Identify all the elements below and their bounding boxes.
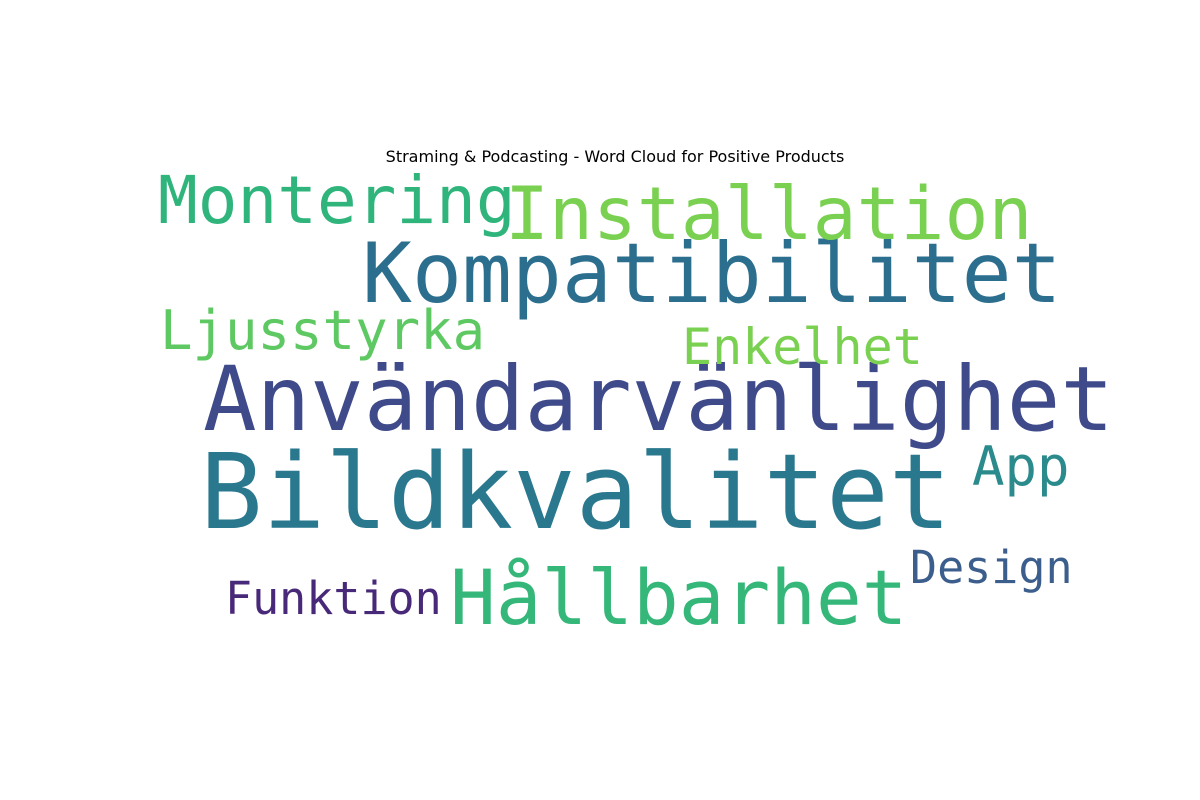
word-design: Design: [910, 541, 1073, 594]
word-anvandarvanlighet: Användarvänlighet: [203, 347, 1114, 451]
word-funktion: Funktion: [225, 572, 442, 625]
word-enkelhet: Enkelhet: [682, 318, 923, 376]
word-kompatibilitet: Kompatibilitet: [362, 225, 1062, 322]
word-bildkvalitet: Bildkvalitet: [200, 431, 952, 553]
word-hallbarhet: Hållbarhet: [450, 553, 908, 642]
word-installation: Installation: [505, 172, 1033, 257]
word-montering: Montering: [158, 162, 516, 239]
chart-title: Straming & Podcasting - Word Cloud for P…: [385, 147, 845, 166]
word-ljusstyrka: Ljusstyrka: [160, 299, 486, 362]
word-app: App: [972, 435, 1070, 498]
